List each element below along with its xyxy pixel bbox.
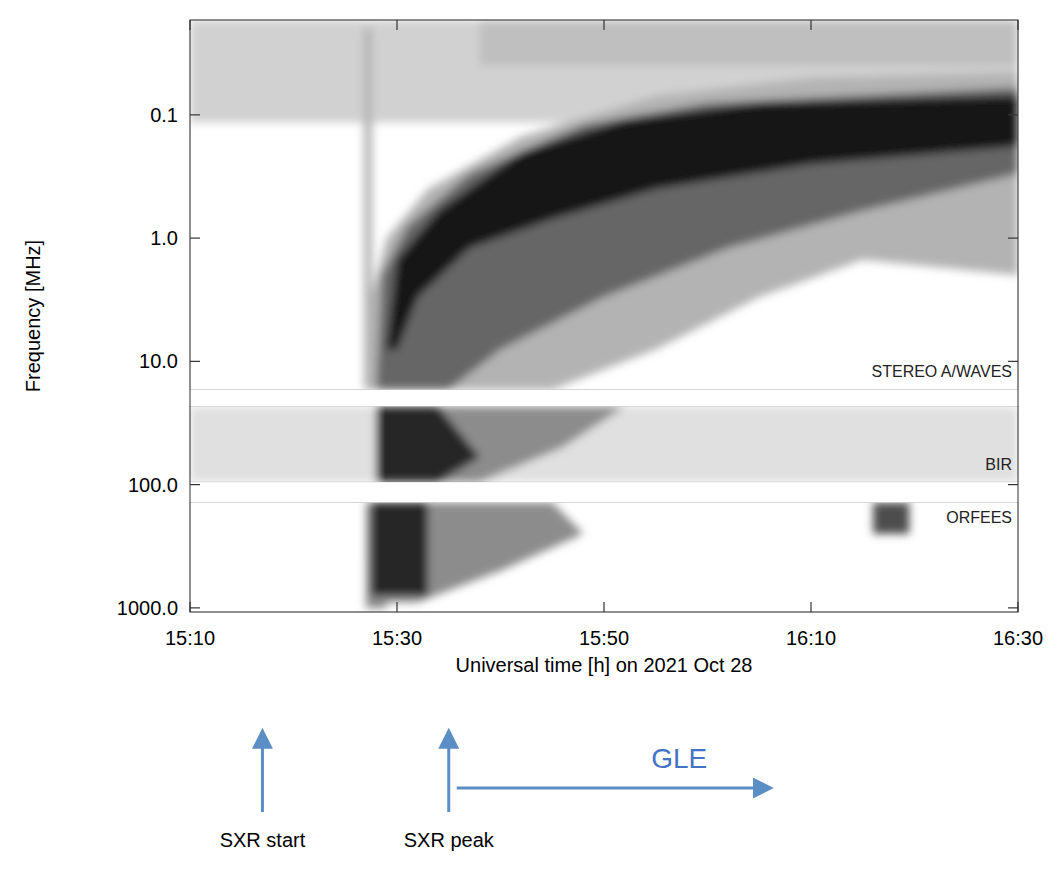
emission — [364, 29, 372, 390]
y-tick — [1008, 361, 1018, 362]
emission — [366, 503, 583, 603]
annotation-arrow — [261, 732, 264, 812]
y-tick — [190, 484, 200, 485]
annotation-label: SXR peak — [404, 829, 495, 851]
y-tick — [190, 114, 200, 115]
y-tick-label: 100.0 — [128, 474, 178, 496]
panel-bg — [190, 406, 1018, 481]
emission — [376, 406, 480, 481]
x-tick — [603, 20, 604, 30]
x-tick — [810, 20, 811, 30]
annotation-arrow — [447, 732, 450, 812]
emission — [376, 406, 624, 481]
emission — [480, 20, 1018, 66]
x-tick — [1017, 602, 1018, 612]
x-tick-label: 15:30 — [372, 627, 422, 649]
x-tick — [810, 602, 811, 612]
annotation-arrow — [457, 787, 770, 790]
y-axis-title: Frequency [MHz] — [22, 240, 44, 392]
x-tick-label: 15:10 — [165, 627, 215, 649]
x-tick — [396, 602, 397, 612]
y-tick — [1008, 238, 1018, 239]
y-tick — [190, 238, 200, 239]
panel-bg — [190, 20, 1018, 389]
panel-bg — [190, 503, 1018, 612]
panel-label: BIR — [985, 456, 1012, 473]
panel-label: STEREO A/WAVES — [872, 363, 1012, 380]
panel-label: ORFEES — [946, 509, 1012, 526]
annotation-label: GLE — [651, 743, 707, 774]
x-tick — [396, 20, 397, 30]
y-tick — [1008, 484, 1018, 485]
emission — [873, 503, 909, 534]
emission — [376, 88, 1018, 390]
frame — [190, 20, 1018, 612]
panel-emission — [366, 503, 909, 608]
chart: STEREO A/WAVES BIR ORFEES 0.1 1.0 10.0 100.0 10… — [0, 0, 1063, 869]
y-tick-label: 1.0 — [150, 227, 178, 249]
y-tick-label: 10.0 — [139, 350, 178, 372]
x-tick-label: 16:30 — [993, 627, 1043, 649]
annotation-label: SXR start — [220, 829, 306, 851]
x-tick-label: 15:50 — [579, 627, 629, 649]
panel-emission — [190, 20, 1018, 389]
x-axis-title: Universal time [h] on 2021 Oct 28 — [456, 654, 753, 676]
x-tick — [189, 20, 190, 30]
y-tick — [1008, 607, 1018, 608]
y-tick-label: 1000.0 — [117, 597, 178, 619]
y-tick — [190, 607, 200, 608]
y-tick — [190, 361, 200, 362]
y-tick-label: 0.1 — [150, 104, 178, 126]
emission — [371, 503, 428, 596]
emission — [387, 96, 1018, 350]
x-tick — [1017, 20, 1018, 30]
emission — [190, 406, 1018, 481]
x-tick — [189, 602, 190, 612]
x-tick — [603, 602, 604, 612]
emission — [366, 602, 387, 608]
y-tick — [1008, 114, 1018, 115]
panel-emission — [190, 406, 1018, 481]
x-tick-label: 16:10 — [786, 627, 836, 649]
emission — [371, 72, 1018, 389]
